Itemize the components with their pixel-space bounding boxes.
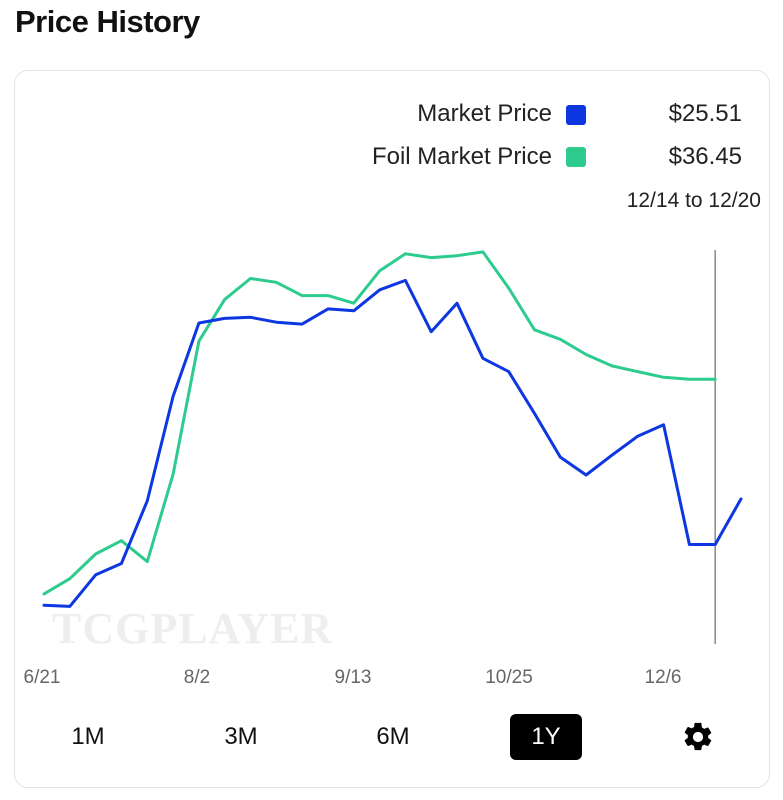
legend-swatch-market-price xyxy=(566,105,586,125)
tab-3m[interactable]: 3M xyxy=(224,723,258,750)
market-price-line xyxy=(42,278,743,608)
tab-6m[interactable]: 6M xyxy=(376,723,410,750)
x-tick-label: 8/2 xyxy=(184,667,210,688)
x-tick-label: 12/6 xyxy=(645,667,682,688)
legend-value-market-price: $25.51 xyxy=(668,100,742,127)
legend-label-market-price: Market Price xyxy=(417,100,552,127)
x-tick-label: 10/25 xyxy=(485,667,533,688)
hover-date-range: 12/14 to 12/20 xyxy=(626,189,761,212)
tab-1y[interactable]: 1Y xyxy=(510,714,582,760)
gear-icon[interactable] xyxy=(681,720,715,754)
x-tick-label: 9/13 xyxy=(335,667,372,688)
series-lines xyxy=(42,250,743,608)
x-axis: 6/21 8/2 9/13 10/25 12/6 xyxy=(24,667,682,688)
x-tick-label: 6/21 xyxy=(24,667,61,688)
price-history-card xyxy=(14,70,770,788)
price-chart[interactable]: TCGPLAYER 6/21 8/2 9/13 10/25 12/6 xyxy=(0,0,783,700)
legend-swatch-foil-market-price xyxy=(566,147,586,167)
tab-1m[interactable]: 1M xyxy=(71,723,105,750)
foil-market-price-line xyxy=(42,250,717,596)
watermark: TCGPLAYER xyxy=(52,604,333,653)
legend-label-foil-market-price: Foil Market Price xyxy=(371,143,552,170)
legend-value-foil-market-price: $36.45 xyxy=(668,143,742,170)
page-title: Price History xyxy=(15,4,200,39)
range-tabs: 1M 3M 6M 1Y xyxy=(14,714,770,762)
